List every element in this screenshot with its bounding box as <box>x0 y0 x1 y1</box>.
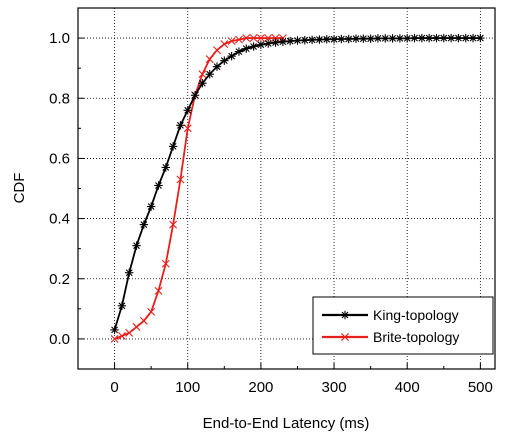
data-point <box>307 35 317 45</box>
data-point <box>117 331 126 340</box>
legend-label: King-topology <box>373 307 459 323</box>
data-point <box>417 33 427 43</box>
tick-labels: 0 100 200 300 400 500 0.0 0.2 0.4 0.6 0.8 1.0 <box>49 30 493 396</box>
y-tick-label: 0.4 <box>49 211 70 228</box>
x-axis-title: End-to-End Latency (ms) <box>203 415 370 432</box>
x-tick-label: 300 <box>322 379 347 396</box>
data-point <box>220 56 229 65</box>
data-point <box>329 35 339 44</box>
data-point <box>264 39 273 48</box>
data-point <box>242 34 251 43</box>
y-tick-label: 0.2 <box>49 271 70 288</box>
data-point <box>344 34 353 44</box>
data-point <box>198 79 207 88</box>
data-point <box>146 202 156 211</box>
legend-label: Brite-topology <box>373 329 459 345</box>
data-point <box>395 34 405 43</box>
data-point <box>249 34 258 43</box>
data-point <box>205 55 214 64</box>
data-point <box>168 142 178 151</box>
data-point <box>373 34 383 43</box>
data-point <box>220 40 229 49</box>
data-point <box>315 35 324 44</box>
x-tick-label: 100 <box>175 379 200 396</box>
data-point <box>110 334 119 343</box>
data-point <box>213 46 221 55</box>
y-tick-label: 0.0 <box>49 331 70 348</box>
legend-marker <box>340 310 350 320</box>
x-tick-label: 200 <box>248 379 273 396</box>
data-point <box>161 163 170 172</box>
data-point <box>234 35 243 44</box>
data-point <box>439 33 448 43</box>
data-point <box>337 34 346 44</box>
data-point <box>139 316 148 325</box>
data-point <box>227 51 236 61</box>
series-line-0 <box>113 37 481 331</box>
data-point <box>249 42 258 51</box>
data-point <box>403 34 412 43</box>
series-layer <box>110 33 485 343</box>
grid <box>78 8 495 369</box>
data-point <box>125 268 134 277</box>
data-point <box>212 62 222 71</box>
y-tick-label: 0.6 <box>49 150 70 167</box>
data-point <box>285 36 295 46</box>
data-point <box>424 33 434 43</box>
data-point <box>227 37 236 46</box>
data-point <box>132 322 141 331</box>
data-point <box>190 91 200 100</box>
data-point <box>468 33 478 43</box>
data-point <box>183 106 192 115</box>
data-point <box>366 34 375 43</box>
data-point <box>110 325 119 335</box>
data-point <box>139 220 149 229</box>
data-point <box>117 301 127 311</box>
y-tick-label: 1.0 <box>49 30 70 47</box>
data-point <box>242 44 251 53</box>
data-point <box>256 34 265 43</box>
data-point <box>476 33 485 43</box>
ticks <box>77 7 481 370</box>
data-point <box>176 121 185 130</box>
data-point <box>322 35 331 44</box>
data-point <box>446 33 456 43</box>
data-point <box>359 34 368 43</box>
data-point <box>125 328 134 337</box>
data-point <box>198 70 207 79</box>
data-point <box>154 181 163 190</box>
data-point <box>132 241 141 250</box>
data-point <box>461 33 470 43</box>
y-tick-label: 0.8 <box>49 90 70 107</box>
x-tick-label: 400 <box>395 379 420 396</box>
data-point <box>388 34 397 43</box>
data-point <box>432 33 441 43</box>
data-point <box>256 40 266 49</box>
y-axis-title: CDF <box>11 173 28 204</box>
data-point <box>454 33 463 43</box>
data-point <box>234 47 244 56</box>
x-tick-label: 500 <box>468 379 493 396</box>
data-point <box>176 175 185 184</box>
data-point <box>161 259 170 268</box>
x-tick-label: 0 <box>110 379 118 396</box>
data-point <box>183 124 192 133</box>
data-point <box>169 220 178 229</box>
data-point <box>300 35 309 45</box>
data-point <box>381 34 390 43</box>
legend-marker <box>341 333 349 341</box>
data-point <box>205 69 214 79</box>
data-point <box>293 36 302 45</box>
legend-box <box>312 296 494 355</box>
data-point <box>278 37 288 46</box>
data-point <box>271 38 280 47</box>
data-point <box>154 286 163 295</box>
data-point <box>147 307 156 316</box>
data-point <box>410 33 419 43</box>
data-point <box>351 34 361 43</box>
legend: King-topology Brite-topology <box>312 296 494 355</box>
